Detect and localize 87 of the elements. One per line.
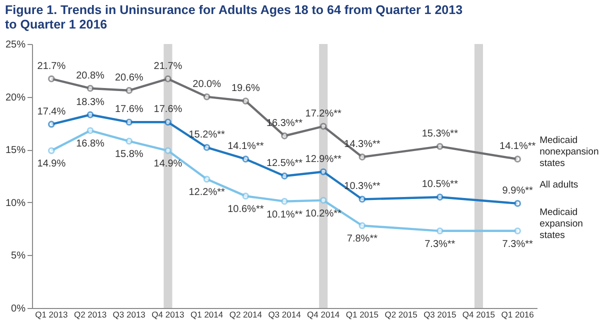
data-label: 10.1%** <box>266 209 303 220</box>
x-tick-label: Q3 2015 <box>424 310 456 320</box>
data-label: 17.6% <box>154 104 182 116</box>
data-label: 20.0% <box>192 78 222 90</box>
x-tick-label: Q2 2013 <box>74 310 107 320</box>
point <box>320 196 327 204</box>
point <box>320 168 327 176</box>
data-label: 10.6%** <box>228 204 264 216</box>
point <box>203 176 210 183</box>
data-label: 7.3%** <box>502 238 533 250</box>
point <box>48 147 55 154</box>
data-label: 18.3% <box>76 96 105 108</box>
y-tick-label: 20% <box>5 92 26 104</box>
x-tick-label: Q1 2016 <box>501 310 534 320</box>
data-label: 12.2%** <box>188 187 225 198</box>
data-label: 10.5%** <box>422 179 458 190</box>
x-tick-label: Q2 2015 <box>384 310 418 320</box>
data-label: 16.8% <box>76 138 105 150</box>
data-label: 15.2%** <box>188 129 225 140</box>
point <box>281 132 288 140</box>
y-tick-label: 0% <box>11 304 26 314</box>
data-label: 21.7% <box>37 60 66 72</box>
point <box>320 122 327 130</box>
y-tick-label: 15% <box>5 145 26 156</box>
data-label: 14.9% <box>37 158 66 170</box>
point <box>242 192 250 200</box>
x-tick-label: Q1 2015 <box>346 310 379 320</box>
x-tick-label: Q3 2013 <box>112 310 146 320</box>
x-tick-label: Q4 2013 <box>152 310 185 320</box>
data-label: 14.1%** <box>228 141 264 152</box>
point <box>126 87 133 94</box>
text: Medicaid expansion states <box>540 206 583 241</box>
x-tick-label: Q2 2014 <box>229 310 262 320</box>
y-tick-label: 25% <box>5 40 26 50</box>
text: All adults <box>540 179 578 190</box>
data-label: 7.3%** <box>424 238 456 250</box>
data-label: 7.8%** <box>346 234 378 245</box>
data-label: 14.9% <box>154 158 182 170</box>
text: Medicaid nonexpansion states <box>540 135 599 170</box>
point <box>164 147 172 154</box>
data-label: 17.6% <box>114 104 144 116</box>
point <box>514 227 522 234</box>
point <box>242 156 250 163</box>
data-label: 12.9%** <box>305 154 342 165</box>
x-tick-label: Q3 2014 <box>268 310 302 320</box>
data-label: 21.7% <box>154 60 182 72</box>
data-label: 10.3%** <box>344 181 380 192</box>
point <box>436 194 444 201</box>
point <box>358 222 366 230</box>
point <box>48 120 55 128</box>
point <box>86 84 94 92</box>
point <box>281 172 288 180</box>
data-label: 19.6% <box>231 83 260 94</box>
point <box>86 111 94 118</box>
point <box>358 154 366 160</box>
data-label: 9.9%** <box>502 185 533 196</box>
x-tick-label: Q1 2013 <box>35 310 68 320</box>
data-label: 14.1%** <box>500 141 536 152</box>
data-label: 17.2%** <box>305 108 342 120</box>
data-label: 15.3%** <box>422 128 458 140</box>
point <box>203 144 210 151</box>
x-tick-label: Q4 2014 <box>307 310 340 320</box>
point <box>164 75 172 82</box>
point <box>358 196 366 203</box>
point <box>436 227 444 234</box>
point <box>48 75 55 82</box>
data-label: 20.6% <box>114 72 144 84</box>
x-tick-label: Q4 2015 <box>462 310 496 320</box>
data-label: 20.8% <box>76 70 105 82</box>
data-label: 17.4% <box>37 106 66 118</box>
point <box>126 138 133 145</box>
chart-title: Figure 1. Trends in Uninsurance for Adults Ages 18 to 64 from Quarter 1 2013 to Quarter 1 2016 <box>4 3 463 32</box>
point <box>514 156 522 163</box>
point <box>436 142 444 150</box>
point <box>203 93 210 100</box>
point <box>164 118 172 126</box>
point <box>126 118 133 126</box>
point <box>281 198 288 205</box>
x-tick-label: Q1 2014 <box>190 310 224 320</box>
data-label: 15.8% <box>114 149 144 160</box>
y-tick-label: 10% <box>5 198 26 209</box>
y-tick-label: 5% <box>11 250 26 262</box>
point <box>86 127 94 134</box>
point <box>514 200 522 207</box>
data-label: 12.5%** <box>266 158 303 169</box>
data-label: 10.2%** <box>305 208 342 220</box>
point <box>242 98 250 104</box>
